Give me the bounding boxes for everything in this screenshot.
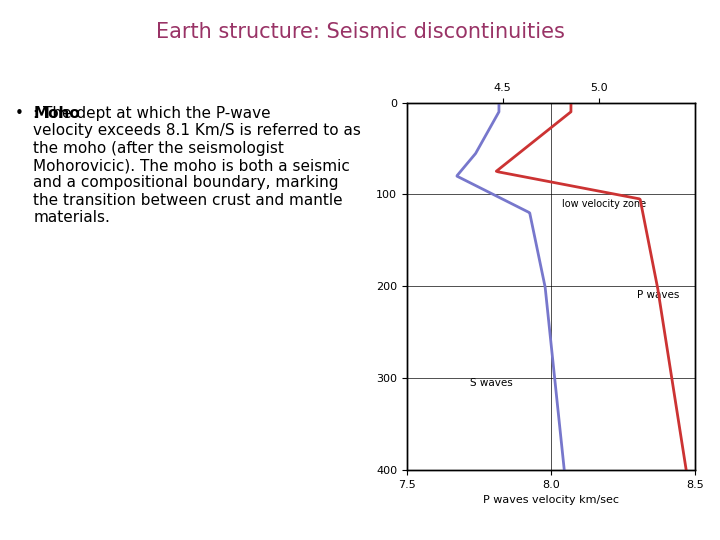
- Text: : The dept at which the P-wave
velocity exceeds 8.1 Km/S is referred to as
the m: : The dept at which the P-wave velocity …: [33, 106, 361, 225]
- Text: Earth structure: Seismic discontinuities: Earth structure: Seismic discontinuities: [156, 22, 564, 42]
- Text: low velocity zone: low velocity zone: [562, 199, 647, 208]
- Text: •: •: [14, 106, 28, 121]
- Text: Moho: Moho: [33, 106, 80, 121]
- Text: S waves: S waves: [470, 377, 513, 388]
- Text: P waves: P waves: [637, 291, 680, 300]
- X-axis label: P waves velocity km/sec: P waves velocity km/sec: [483, 495, 618, 505]
